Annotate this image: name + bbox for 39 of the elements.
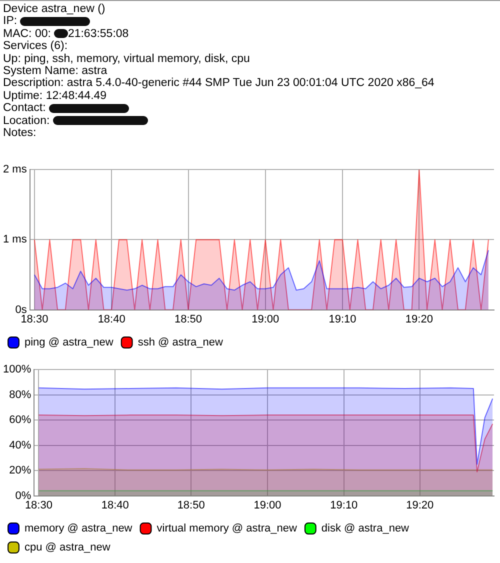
text: IP: <box>3 15 18 28</box>
legend-label: ssh @ astra_new <box>138 336 224 349</box>
legend-label: disk @ astra_new <box>321 522 410 535</box>
legend-label: ping @ astra_new <box>24 336 114 349</box>
x-tick-label: 18:40 <box>98 313 126 326</box>
x-tick-label: 19:00 <box>252 313 280 326</box>
text: Device astra_new () <box>3 3 106 15</box>
x-tick-label: 19:20 <box>405 313 433 326</box>
text: 21:63:55:08 <box>68 28 129 40</box>
x-tick-label: 18:50 <box>177 499 205 512</box>
y-tick-label: 1 ms <box>2 234 28 246</box>
y-tick-label: 0% <box>15 490 32 502</box>
y-tick-label: 2 ms <box>2 164 28 176</box>
text: MAC: 00: <box>3 28 51 40</box>
legend-label: memory @ astra_new <box>24 522 132 535</box>
text: Up: ping, ssh, memory, virtual memory, disk, cpu <box>3 52 250 65</box>
text: Uptime: 12:48:44.49 <box>3 90 107 102</box>
x-tick-label: 18:30 <box>20 313 48 326</box>
y-tick-label: 0s <box>15 304 28 316</box>
y-tick-label: 100% <box>2 364 32 376</box>
legend-label: cpu @ astra_new <box>24 542 110 554</box>
y-tick-label: 20% <box>9 464 32 477</box>
text: Location: <box>3 114 50 127</box>
x-tick-label: 18:50 <box>174 313 202 326</box>
x-tick-label: 19:10 <box>330 499 358 512</box>
x-tick-label: 18:40 <box>101 499 129 512</box>
text: Services (6): <box>3 40 68 52</box>
y-tick-label: 80% <box>9 388 32 401</box>
text: Description: astra 5.4.0-40-generic #44 SMP Tue Jun 23 00:01:04 UTC 2020 x86_64 <box>3 77 434 90</box>
x-tick-label: 19:00 <box>254 499 282 512</box>
legend-label: virtual memory @ astra_new <box>156 522 297 535</box>
x-tick-label: 19:10 <box>328 313 356 326</box>
text: Contact: <box>3 102 46 114</box>
x-tick-label: 18:30 <box>24 499 52 512</box>
text: System Name: astra <box>3 65 108 78</box>
y-tick-label: 60% <box>9 414 32 426</box>
x-tick-label: 19:20 <box>406 499 434 512</box>
y-tick-label: 40% <box>9 439 32 452</box>
text: Notes: <box>3 127 36 140</box>
